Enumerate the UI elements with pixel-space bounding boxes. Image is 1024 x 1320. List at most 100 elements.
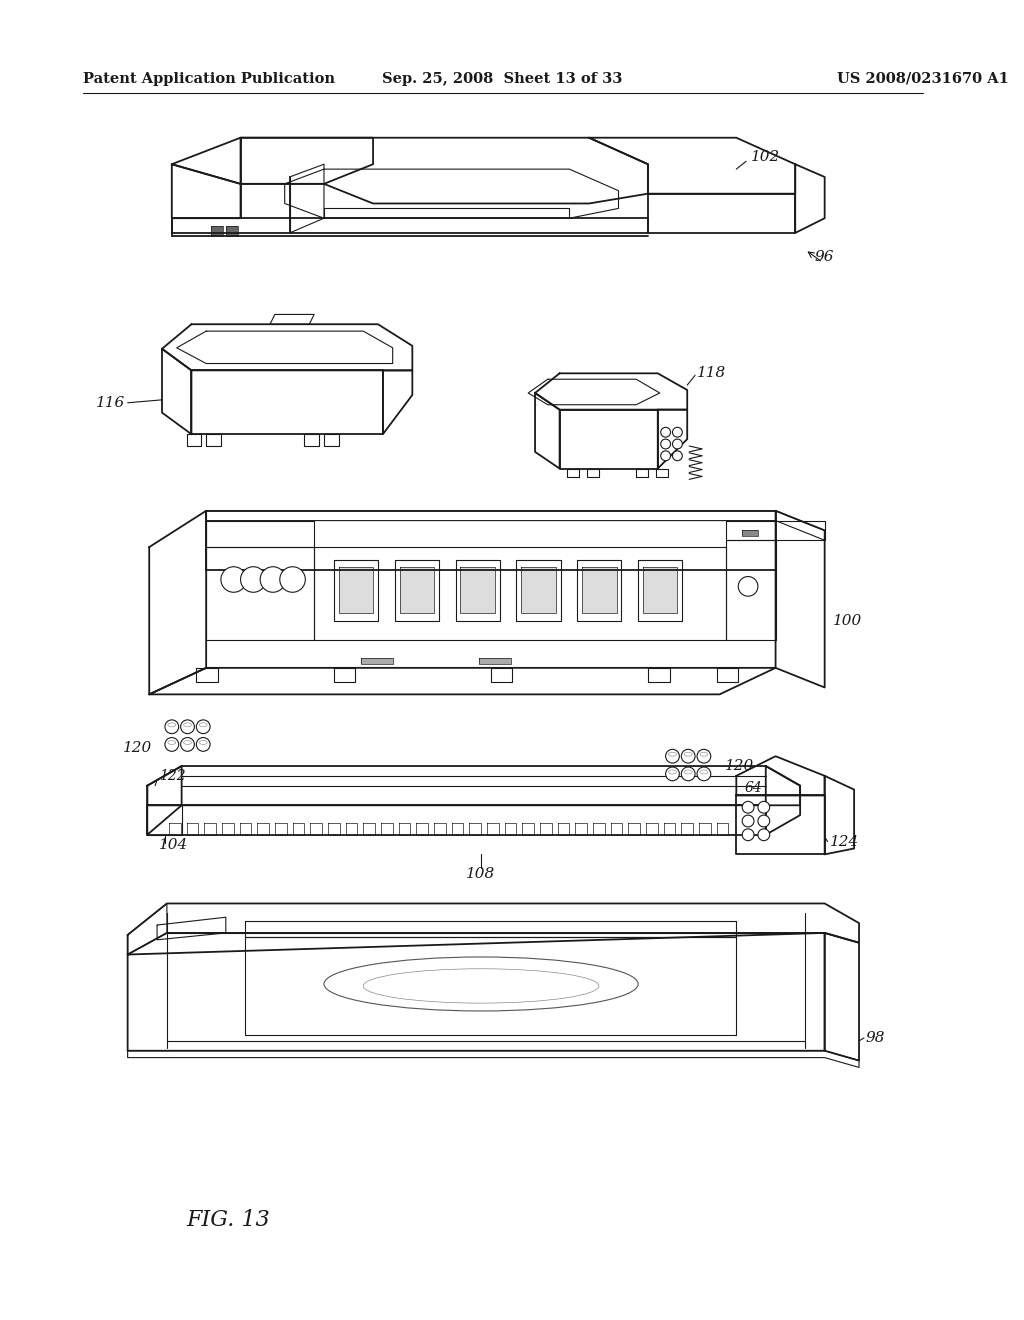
Circle shape: [758, 816, 770, 826]
Polygon shape: [206, 434, 221, 446]
Polygon shape: [186, 434, 202, 446]
Polygon shape: [147, 805, 766, 834]
Circle shape: [742, 801, 754, 813]
Polygon shape: [157, 917, 226, 940]
Polygon shape: [172, 137, 373, 183]
Polygon shape: [736, 756, 824, 796]
Polygon shape: [824, 933, 859, 1060]
Polygon shape: [169, 822, 180, 834]
Polygon shape: [528, 379, 659, 405]
Circle shape: [742, 816, 754, 826]
Circle shape: [197, 738, 210, 751]
Polygon shape: [211, 226, 223, 236]
Polygon shape: [240, 822, 251, 834]
Polygon shape: [398, 822, 411, 834]
Polygon shape: [766, 766, 800, 834]
Text: 64: 64: [744, 780, 762, 795]
Polygon shape: [304, 434, 319, 446]
Ellipse shape: [684, 770, 692, 774]
Polygon shape: [775, 511, 824, 688]
Text: 120: 120: [725, 759, 754, 774]
Polygon shape: [417, 822, 428, 834]
Text: 122: 122: [159, 768, 185, 783]
Polygon shape: [177, 331, 392, 363]
Circle shape: [666, 750, 679, 763]
Polygon shape: [487, 822, 499, 834]
Polygon shape: [361, 659, 392, 664]
Ellipse shape: [200, 723, 207, 727]
Polygon shape: [246, 937, 736, 1035]
Polygon shape: [742, 531, 758, 536]
Polygon shape: [241, 137, 648, 203]
Polygon shape: [290, 164, 324, 232]
Polygon shape: [206, 511, 824, 540]
Polygon shape: [717, 668, 738, 681]
Polygon shape: [583, 566, 616, 612]
Text: 100: 100: [833, 614, 862, 628]
Polygon shape: [128, 903, 167, 954]
Polygon shape: [657, 409, 687, 469]
Circle shape: [738, 577, 758, 597]
Polygon shape: [726, 520, 824, 540]
Polygon shape: [314, 546, 726, 640]
Polygon shape: [505, 822, 516, 834]
Text: 104: 104: [159, 838, 188, 851]
Polygon shape: [648, 194, 796, 232]
Circle shape: [681, 750, 695, 763]
Polygon shape: [147, 805, 181, 834]
Polygon shape: [536, 393, 559, 469]
Ellipse shape: [700, 752, 708, 756]
Ellipse shape: [200, 741, 207, 744]
Circle shape: [165, 719, 178, 734]
Text: 98: 98: [866, 1031, 886, 1045]
Polygon shape: [655, 469, 668, 478]
Polygon shape: [648, 668, 670, 681]
Text: 120: 120: [123, 742, 153, 755]
Ellipse shape: [700, 770, 708, 774]
Text: 118: 118: [697, 367, 726, 380]
Polygon shape: [479, 659, 511, 664]
Polygon shape: [587, 469, 599, 478]
Text: 124: 124: [829, 834, 859, 849]
Polygon shape: [285, 169, 618, 218]
Polygon shape: [197, 668, 218, 681]
Polygon shape: [310, 822, 322, 834]
Circle shape: [697, 767, 711, 780]
Polygon shape: [274, 822, 287, 834]
Circle shape: [280, 566, 305, 593]
Polygon shape: [610, 822, 623, 834]
Polygon shape: [567, 469, 580, 478]
Text: 102: 102: [751, 150, 780, 165]
Polygon shape: [681, 822, 693, 834]
Polygon shape: [147, 766, 800, 805]
Polygon shape: [646, 822, 657, 834]
Text: Patent Application Publication: Patent Application Publication: [83, 71, 336, 86]
Ellipse shape: [183, 723, 191, 727]
Polygon shape: [516, 560, 560, 620]
Polygon shape: [257, 822, 269, 834]
Polygon shape: [575, 822, 587, 834]
Ellipse shape: [168, 723, 176, 727]
Polygon shape: [246, 921, 736, 937]
Polygon shape: [469, 822, 481, 834]
Ellipse shape: [669, 752, 677, 756]
Polygon shape: [636, 469, 648, 478]
Ellipse shape: [364, 969, 599, 1003]
Text: FIG. 13: FIG. 13: [186, 1209, 270, 1230]
Polygon shape: [521, 566, 556, 612]
Polygon shape: [434, 822, 445, 834]
Polygon shape: [399, 566, 434, 612]
Polygon shape: [456, 560, 500, 620]
Polygon shape: [717, 822, 728, 834]
Polygon shape: [128, 903, 859, 954]
Ellipse shape: [168, 741, 176, 744]
Polygon shape: [206, 546, 314, 640]
Circle shape: [660, 440, 671, 449]
Polygon shape: [206, 520, 314, 546]
Ellipse shape: [183, 741, 191, 744]
Circle shape: [241, 566, 266, 593]
Polygon shape: [726, 540, 775, 640]
Polygon shape: [334, 668, 355, 681]
Circle shape: [666, 767, 679, 780]
Circle shape: [681, 767, 695, 780]
